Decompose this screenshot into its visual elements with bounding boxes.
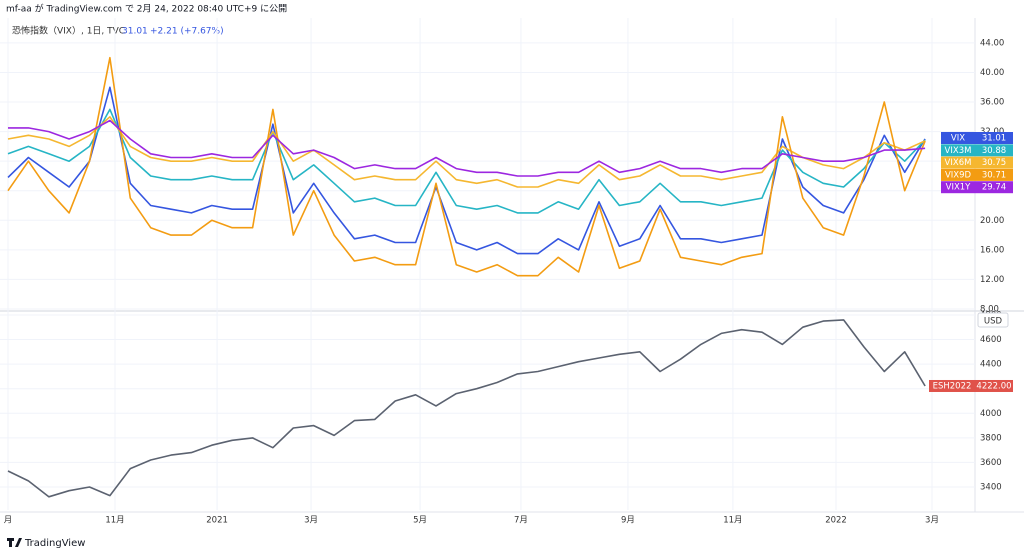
series-line	[7, 116, 926, 188]
y-tick-label: 8.00	[980, 305, 999, 315]
series-name: VIX	[951, 134, 965, 144]
y-tick-label: 4000	[980, 409, 1002, 419]
series-name: VIX9D	[945, 170, 972, 180]
series-name-badge	[941, 168, 975, 181]
last-value: 30.71	[982, 170, 1006, 180]
series-line	[8, 119, 926, 177]
y-tick-label: 3400	[980, 483, 1002, 493]
unit-box	[977, 312, 1009, 328]
last-value-badge	[975, 181, 1013, 194]
y-tick-label: 4400	[980, 360, 1002, 370]
last-value: 30.75	[982, 158, 1006, 168]
publisher: mf-aa が TradingView.com で 2月 24, 2022 08…	[6, 3, 287, 15]
y-tick-label: 44.00	[980, 38, 1004, 48]
series-name: ESH2022	[933, 381, 972, 391]
legend-value: 31.01	[122, 27, 148, 37]
x-tick-label: 3月	[304, 516, 318, 526]
legend-name: 恐怖指数（VIX）, 1日, TVC	[12, 25, 125, 37]
series-name-badge	[941, 132, 975, 144]
y-tick-label: 20.00	[980, 216, 1004, 226]
x-tick-label: 9月	[621, 516, 635, 526]
x-tick-label: 3月	[925, 516, 939, 526]
last-value-badge	[975, 168, 1013, 181]
logo-part	[15, 538, 22, 547]
x-tick-label: 2022	[825, 516, 847, 526]
last-value-badge	[975, 144, 1013, 157]
y-tick-label: 16.00	[980, 245, 1004, 255]
series-name-badge	[941, 181, 975, 194]
last-value-badge	[975, 379, 1013, 392]
last-value: 29.74	[982, 183, 1006, 193]
footer-brand: TradingView	[24, 538, 85, 549]
series-line	[7, 56, 926, 277]
series-name-badge	[929, 379, 975, 392]
y-tick-label: 3600	[980, 458, 1002, 468]
series-line	[7, 108, 926, 214]
last-value: 4222.00	[976, 381, 1011, 391]
logo-part	[9, 538, 12, 547]
legend-change: +2.21 (+7.67%)	[150, 27, 224, 37]
y-tick-label: 40.00	[980, 68, 1004, 78]
y-tick-label: 36.00	[980, 98, 1004, 108]
last-value: 31.01	[982, 134, 1006, 144]
y-tick-label: 3800	[980, 433, 1002, 443]
series-name-badge	[941, 144, 975, 157]
last-value-badge	[975, 156, 1013, 169]
x-tick-label: 11月	[723, 516, 742, 526]
y-tick-label: 4600	[980, 335, 1002, 345]
y-tick-label: 12.00	[980, 275, 1004, 285]
x-tick-label: 7月	[514, 516, 528, 526]
series-line	[7, 319, 926, 498]
x-tick-label: 2021	[206, 516, 228, 526]
series-name: VIX1Y	[946, 183, 972, 193]
series-name: VIX6M	[945, 158, 972, 168]
series-name: VIX3M	[945, 146, 972, 156]
x-tick-label: 5月	[413, 516, 427, 526]
series-name-badge	[941, 156, 975, 169]
last-value: 30.88	[982, 146, 1006, 156]
y-unit: USD	[984, 317, 1003, 327]
logo	[7, 538, 22, 547]
x-tick-label: 11月	[105, 516, 124, 526]
x-tick-label: 月	[4, 516, 13, 526]
last-value-badge	[975, 132, 1013, 144]
